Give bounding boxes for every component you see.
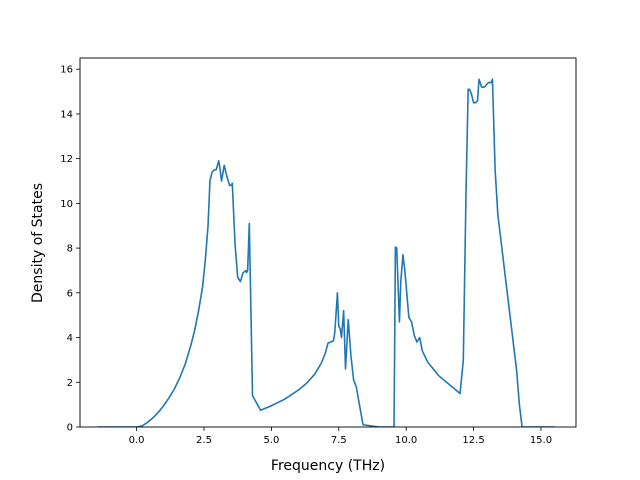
y-axis-ticks: 0 2 4 6 8 10 12 14 16 [60,65,80,434]
x-axis-ticks: 0.0 2.5 5.0 7.5 10.0 12.5 15.0 [129,427,552,446]
y-tick-label: 10 [60,199,73,210]
x-tick-label: 2.5 [196,435,212,446]
axes-frame [79,57,577,428]
x-tick-label: 0.0 [129,435,145,446]
y-tick-label: 14 [60,109,73,120]
y-tick-label: 0 [67,423,73,434]
y-tick-label: 16 [60,65,73,76]
x-tick-label: 10.0 [395,435,417,446]
x-tick-label: 7.5 [331,435,347,446]
y-tick-label: 4 [67,333,73,344]
x-axis-label: Frequency (THz) [271,458,385,474]
y-tick-label: 6 [67,288,73,299]
x-tick-label: 12.5 [462,435,484,446]
y-tick-label: 8 [67,244,73,255]
dos-series-line [97,78,555,427]
x-tick-label: 15.0 [530,435,552,446]
y-axis-label: Density of States [30,183,46,303]
plot-area [79,57,577,428]
x-tick-label: 5.0 [263,435,279,446]
y-tick-label: 12 [60,154,73,165]
y-tick-label: 2 [67,378,73,389]
